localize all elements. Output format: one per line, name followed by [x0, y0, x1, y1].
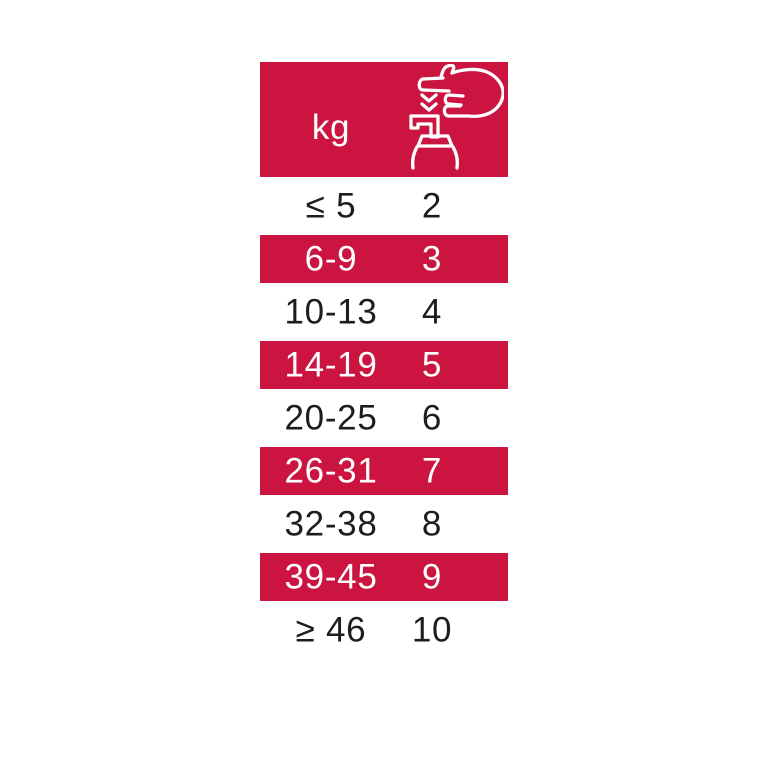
pump-collar-outline: [416, 134, 454, 148]
dose-table-rows: ≤ 5 2 6-9 3 10-13 4 14-19 5 20-25 6 26-31 7 32-38 8 39…: [260, 177, 508, 659]
fist-outline: [439, 64, 504, 118]
table-row: ≤ 5 2: [260, 177, 508, 235]
bottle-side-right: [451, 145, 460, 170]
weight-unit-label: kg: [311, 108, 351, 147]
weight-range-cell: 20-25: [284, 398, 378, 438]
pump-count-cell: 9: [421, 557, 443, 597]
chevron-down-icon: [420, 93, 438, 103]
pump-count-cell: 6: [421, 398, 443, 438]
pump-count-cell: 5: [421, 345, 443, 385]
table-row: ≥ 46 10: [260, 601, 508, 659]
curled-finger-lower: [442, 104, 462, 118]
table-row: 26-31 7: [260, 447, 508, 495]
dose-table: kg: [260, 62, 508, 659]
weight-range-cell: ≤ 5: [305, 186, 357, 226]
chevron-down-icon: [420, 102, 438, 112]
table-row: 14-19 5: [260, 341, 508, 389]
pump-head-outline: [409, 114, 440, 139]
bottle-side-left: [410, 145, 419, 170]
weight-range-cell: 32-38: [284, 504, 378, 544]
index-finger-outline: [417, 76, 451, 93]
weight-range-cell: 39-45: [284, 557, 378, 597]
weight-range-cell: 10-13: [284, 292, 378, 332]
dose-table-header: kg: [260, 62, 508, 177]
pump-count-cell: 10: [411, 610, 453, 650]
weight-range-cell: 6-9: [304, 239, 358, 279]
hand-press-pump-icon: [409, 64, 504, 170]
weight-range-cell: ≥ 46: [295, 610, 367, 650]
table-row: 6-9 3: [260, 235, 508, 283]
table-row: 32-38 8: [260, 495, 508, 553]
pump-count-cell: 8: [421, 504, 443, 544]
pump-count-cell: 3: [421, 239, 443, 279]
weight-range-cell: 26-31: [284, 451, 378, 491]
table-row: 10-13 4: [260, 283, 508, 341]
curled-finger-upper: [443, 93, 465, 107]
weight-range-cell: 14-19: [284, 345, 378, 385]
pump-count-cell: 4: [421, 292, 443, 332]
table-row: 20-25 6: [260, 389, 508, 447]
table-row: 39-45 9: [260, 553, 508, 601]
pump-count-cell: 2: [421, 186, 443, 226]
pump-count-cell: 7: [421, 451, 443, 491]
